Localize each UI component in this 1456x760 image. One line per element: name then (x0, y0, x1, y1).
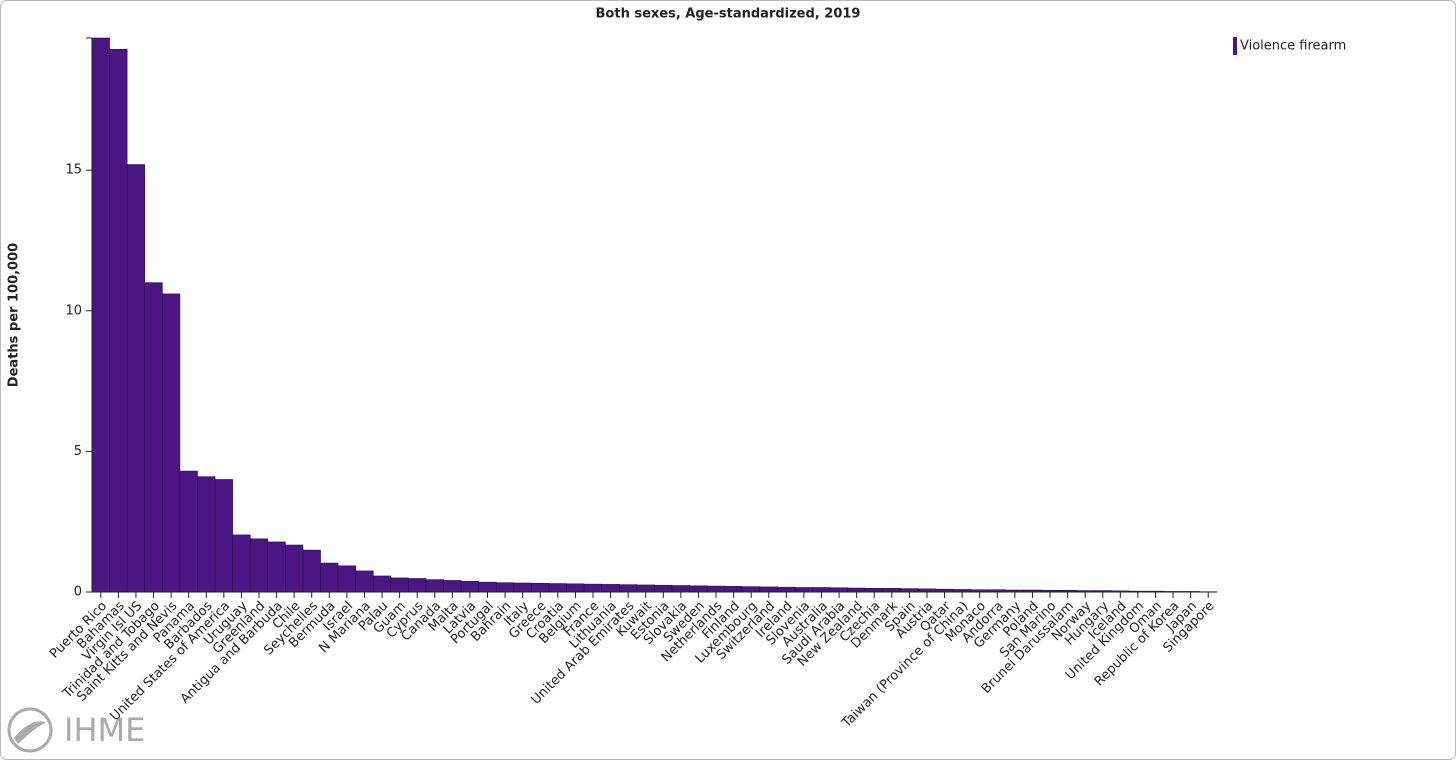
bar (355, 570, 374, 593)
bar (583, 583, 603, 593)
bar (214, 479, 233, 593)
bar (126, 164, 146, 593)
bar (179, 470, 198, 593)
bar (636, 584, 655, 593)
bar (742, 586, 761, 593)
bar (865, 588, 884, 593)
legend-swatch (1233, 37, 1237, 55)
y-tick-label: 15 (65, 163, 82, 178)
bar (267, 541, 286, 593)
bar (460, 581, 480, 593)
bar (302, 549, 321, 593)
bar (249, 538, 269, 593)
y-tick-label: 5 (74, 444, 82, 459)
bar (900, 588, 919, 593)
bar (847, 587, 866, 593)
bar (425, 579, 444, 593)
bar (531, 582, 550, 593)
bar (794, 587, 814, 593)
chart-title: Both sexes, Age-standardized, 2019 (596, 7, 861, 22)
bar (671, 585, 690, 593)
bar (829, 587, 849, 593)
bar (232, 534, 251, 593)
logo-text: IHME (64, 711, 145, 749)
bar (777, 586, 796, 593)
y-axis-label: Deaths per 100,000 (7, 243, 22, 387)
bar (759, 586, 778, 593)
bar (144, 282, 163, 593)
legend-label: Violence firearm (1240, 39, 1346, 54)
bar (337, 565, 356, 593)
bar (443, 580, 462, 593)
bar (408, 578, 427, 593)
bar (513, 582, 532, 593)
y-tick-label: 10 (65, 303, 82, 318)
logo: IHME (7, 707, 145, 753)
bar (372, 575, 392, 593)
bar (478, 581, 497, 593)
bar (724, 586, 743, 593)
bar (619, 584, 638, 593)
bar (601, 584, 620, 593)
bar (548, 583, 567, 593)
bar (285, 544, 304, 593)
bar (162, 293, 181, 593)
bar (566, 583, 585, 593)
bar (882, 588, 901, 593)
bar (706, 585, 726, 593)
bar (654, 584, 673, 593)
bar (812, 587, 831, 593)
bar (689, 585, 708, 593)
y-tick-label: 0 (74, 585, 82, 600)
bar (109, 48, 128, 593)
logo-mark (7, 707, 53, 753)
bar (320, 562, 339, 593)
bar (495, 582, 515, 593)
bar (197, 476, 216, 593)
bar (390, 577, 409, 593)
logo-leaf (14, 721, 46, 744)
bar (91, 37, 110, 593)
